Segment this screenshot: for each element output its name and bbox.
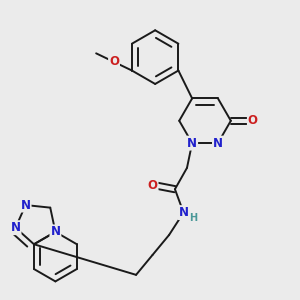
Text: N: N bbox=[178, 206, 188, 219]
Text: O: O bbox=[109, 56, 119, 68]
Text: N: N bbox=[213, 136, 223, 150]
Text: H: H bbox=[189, 213, 197, 223]
Text: N: N bbox=[11, 221, 20, 234]
Text: N: N bbox=[21, 199, 31, 212]
Text: O: O bbox=[248, 114, 258, 127]
Text: N: N bbox=[50, 225, 60, 239]
Text: O: O bbox=[148, 178, 158, 192]
Text: N: N bbox=[187, 136, 197, 150]
